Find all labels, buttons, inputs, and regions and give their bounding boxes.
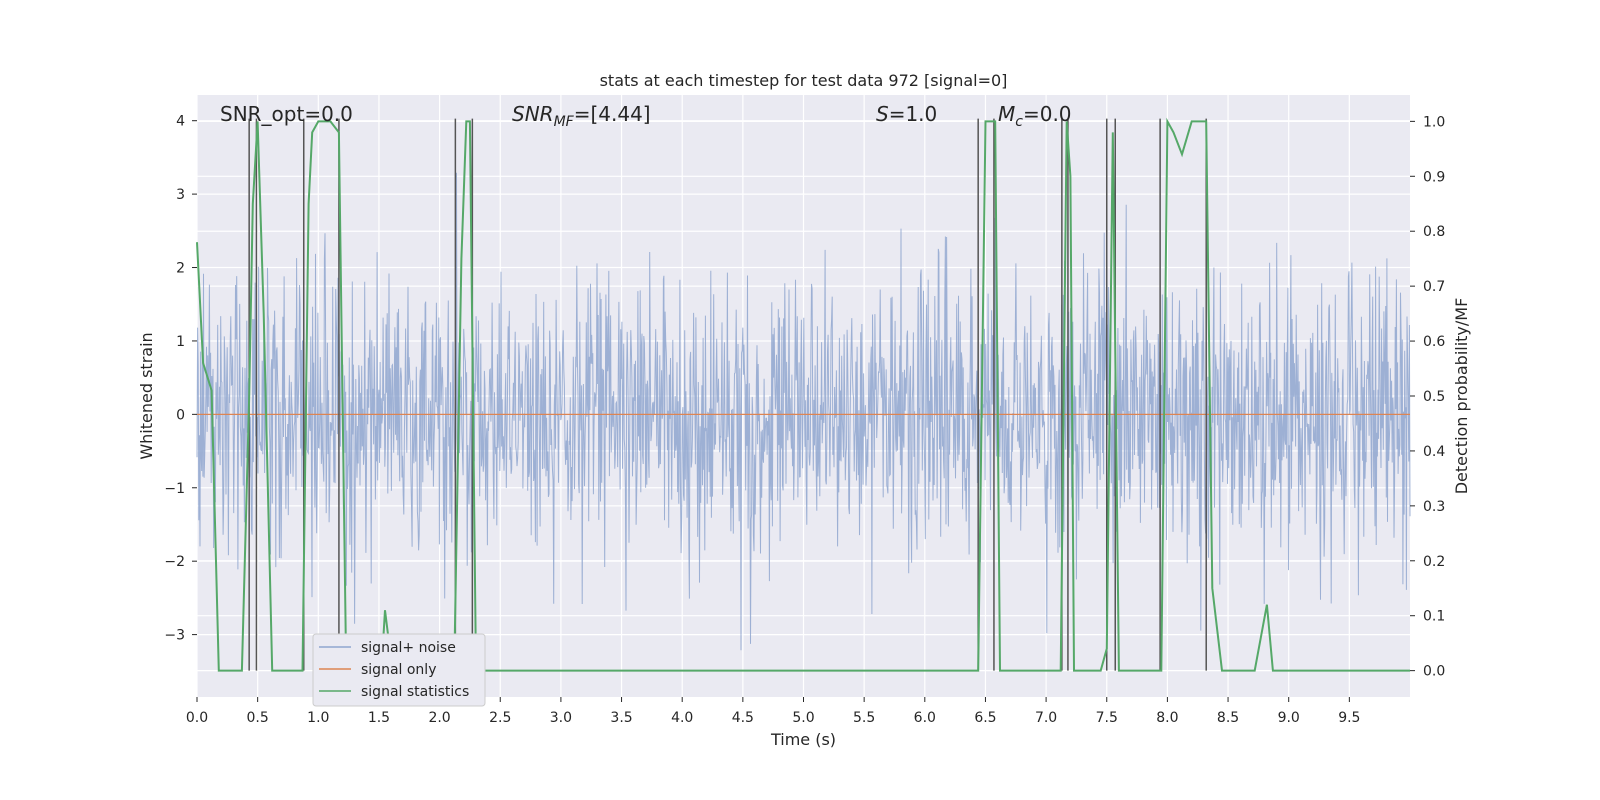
x-axis-label: Time (s) [770, 730, 836, 749]
y-tick-label: −1 [164, 481, 185, 497]
annotation-snr-opt: SNR_opt=0.0 [220, 102, 353, 126]
y2-tick-label: 0.0 [1423, 664, 1445, 680]
x-tick-label: 7.0 [1035, 710, 1057, 726]
y2-tick-label: 1.0 [1423, 114, 1445, 130]
y2-tick-label: 0.3 [1423, 499, 1445, 515]
x-tick-label: 6.5 [974, 710, 996, 726]
snr-mf-subscript: MF [554, 114, 575, 130]
x-tick-label: 1.5 [368, 710, 390, 726]
x-tick-label: 0.5 [247, 710, 269, 726]
mc-symbol: M [998, 102, 1015, 126]
snr-mf-symbol: SNR [512, 102, 554, 126]
x-tick-label: 8.5 [1217, 710, 1239, 726]
y2-axis-ticks: 1.0 0.9 0.8 0.7 0.6 0.5 0.4 0.3 0.2 0.1 0.0 [1410, 114, 1445, 680]
y2-tick-label: 0.9 [1423, 169, 1445, 185]
s-value: =1.0 [889, 102, 938, 126]
chart-title: stats at each timestep for test data 972… [600, 71, 1008, 90]
x-tick-label: 4.5 [732, 710, 754, 726]
y2-tick-label: 0.4 [1423, 444, 1445, 460]
series-signal-noise [196, 172, 1411, 651]
x-tick-label: 2.5 [489, 710, 511, 726]
y2-tick-label: 0.1 [1423, 609, 1445, 625]
legend-label-signal-only: signal only [361, 662, 436, 678]
x-tick-label: 3.5 [610, 710, 632, 726]
y-tick-label: 3 [176, 187, 185, 203]
y2-tick-label: 0.5 [1423, 389, 1445, 405]
y-tick-label: −2 [164, 554, 185, 570]
x-tick-label: 9.0 [1278, 710, 1300, 726]
annotation-snr-mf: SNRMF=[4.44] [512, 102, 651, 130]
y2-tick-label: 0.7 [1423, 279, 1445, 295]
y-tick-label: 1 [176, 334, 185, 350]
y-tick-label: 2 [176, 261, 185, 277]
legend-label-signal-noise: signal+ noise [361, 640, 456, 656]
annotation-mc: Mc=0.0 [998, 102, 1072, 130]
y2-tick-label: 0.6 [1423, 334, 1445, 350]
series-signal-statistics-line [196, 117, 1410, 672]
legend-label-signal-statistics: signal statistics [361, 684, 469, 700]
x-tick-label: 1.0 [307, 710, 329, 726]
x-tick-label: 4.0 [671, 710, 693, 726]
x-tick-label: 5.0 [792, 710, 814, 726]
x-tick-label: 7.5 [1096, 710, 1118, 726]
x-tick-label: 9.5 [1338, 710, 1360, 726]
annotation-s: S=1.0 [876, 102, 937, 126]
legend: signal+ noise signal only signal statist… [312, 633, 486, 707]
x-axis-ticks: 0.0 0.5 1.0 1.5 2.0 2.5 3.0 3.5 4.0 4.5 5.0 5.5 6.0 6… [186, 697, 1360, 726]
snr-mf-value: =[4.44] [574, 102, 651, 126]
x-tick-label: 6.0 [914, 710, 936, 726]
y-axis-ticks: 4 3 2 1 0 −1 −2 −3 [164, 114, 197, 644]
y-tick-label: −3 [164, 628, 185, 644]
legend-box [312, 633, 486, 707]
y2-tick-label: 0.8 [1423, 224, 1445, 240]
signal-noise-trace [196, 172, 1411, 651]
x-tick-label: 5.5 [853, 710, 875, 726]
y-axis-label: Whitened strain [137, 332, 156, 459]
y-tick-label: 4 [176, 114, 185, 130]
y2-axis-label: Detection probability/MF [1452, 298, 1471, 495]
y2-tick-label: 0.2 [1423, 554, 1445, 570]
x-tick-label: 3.0 [550, 710, 572, 726]
x-tick-label: 0.0 [186, 710, 208, 726]
x-tick-label: 2.0 [428, 710, 450, 726]
mc-subscript: c [1015, 114, 1023, 130]
mc-value: =0.0 [1023, 102, 1072, 126]
y-tick-label: 0 [176, 407, 185, 423]
s-symbol: S [876, 102, 889, 126]
x-tick-label: 8.0 [1156, 710, 1178, 726]
